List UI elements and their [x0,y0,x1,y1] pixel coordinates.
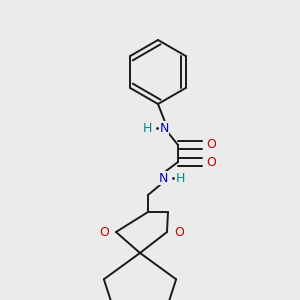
Text: H: H [142,122,152,134]
Text: O: O [99,226,109,238]
Text: O: O [206,139,216,152]
Text: O: O [174,226,184,238]
Text: O: O [206,155,216,169]
Text: N: N [159,122,169,134]
Text: H: H [175,172,185,184]
Text: N: N [158,172,168,184]
